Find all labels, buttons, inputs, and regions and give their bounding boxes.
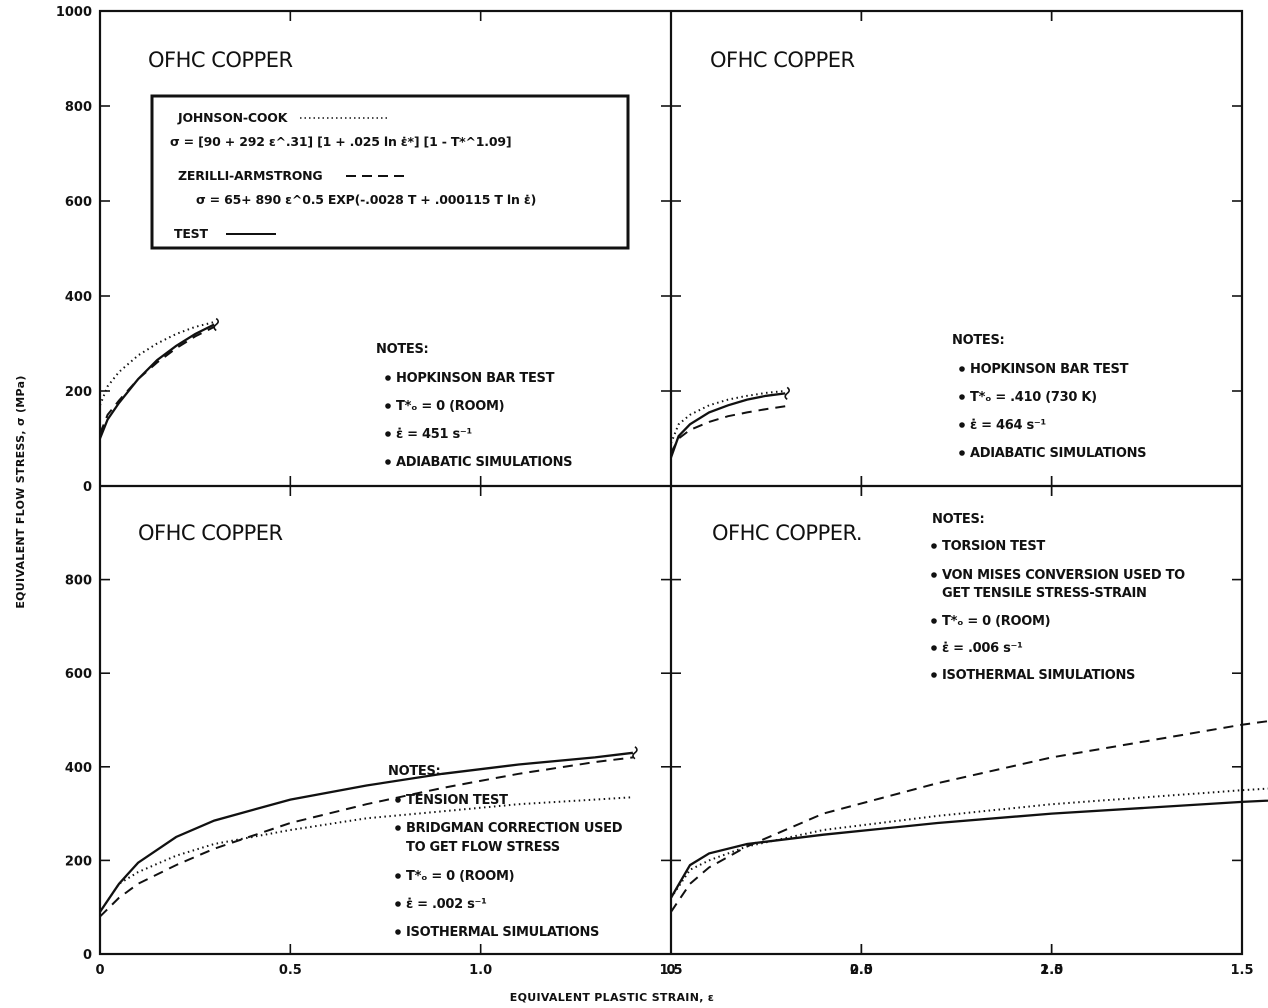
note-item: BRIDGMAN CORRECTION USED: [406, 821, 623, 836]
note-bullet: [959, 366, 965, 372]
legend-test-label: TEST: [174, 226, 208, 241]
note-item: ε̇ = 451 s⁻¹: [396, 427, 472, 442]
note-bullet: [931, 618, 937, 624]
note-item: ISOTHERMAL SIMULATIONS: [406, 925, 599, 940]
note-bullet: [931, 672, 937, 678]
note-bullet: [395, 929, 401, 935]
curve-end-mark: [632, 746, 638, 760]
x-tick-label: 1.5: [659, 963, 682, 978]
y-tick-label: 0: [83, 480, 92, 495]
note-item: TORSION TEST: [942, 539, 1045, 554]
panel-title-top-right: OFHC COPPER: [710, 48, 855, 72]
y-axis-label: EQUIVALENT FLOW STRESS, σ (MPa): [14, 375, 27, 608]
johnson-cook-curve: [99, 796, 633, 913]
tick-labels: 0 200 400 600 800 1000 0 200 400 600 800 0 0.5 1.0 1.5…: [56, 5, 1254, 978]
notes-top-right: NOTES: HOPKINSON BAR TEST T*ₒ = .410 (73…: [952, 333, 1147, 461]
x-tick-label: 1.5: [1230, 963, 1253, 978]
panel-title-bottom-left: OFHC COPPER: [138, 521, 283, 545]
legend-za-label: ZERILLI-ARMSTRONG: [178, 168, 323, 183]
test-curve: [669, 392, 786, 458]
panel-title-bottom-right: OFHC COPPER.: [712, 521, 862, 545]
note-bullet: [959, 422, 965, 428]
note-item: VON MISES CONVERSION USED TO: [942, 568, 1185, 583]
note-bullet: [385, 459, 391, 465]
note-item: ADIABATIC SIMULATIONS: [970, 446, 1146, 461]
test-curve: [99, 751, 634, 913]
x-tick-label: 0: [666, 963, 675, 978]
y-tick-label: 200: [65, 385, 92, 400]
y-tick-label: 0: [83, 948, 92, 963]
legend-box: [150, 94, 630, 250]
note-item: T*ₒ = 0 (ROOM): [942, 614, 1050, 629]
note-bullet: [385, 431, 391, 437]
note-item: GET TENSILE STRESS-STRAIN: [942, 586, 1147, 601]
note-item: ISOTHERMAL SIMULATIONS: [942, 668, 1135, 683]
notes-heading: NOTES:: [376, 342, 428, 357]
y-tick-label: 200: [65, 854, 92, 869]
zerilli-armstrong-curve: [670, 720, 1268, 913]
note-item: HOPKINSON BAR TEST: [396, 371, 555, 386]
notes-heading: NOTES:: [932, 512, 984, 527]
curve-end-mark: [213, 317, 219, 332]
notes-heading: NOTES:: [952, 333, 1004, 348]
y-tick-label: 400: [65, 761, 92, 776]
johnson-cook-curve: [670, 787, 1268, 899]
zerilli-armstrong-curve: [670, 405, 786, 454]
note-item: ADIABATIC SIMULATIONS: [396, 455, 572, 470]
legend-jc-label: JOHNSON-COOK: [177, 110, 289, 125]
note-bullet: [395, 825, 401, 831]
x-tick-label: 2.5: [1040, 963, 1063, 978]
note-item: ε̇ = .006 s⁻¹: [942, 641, 1022, 656]
x-tick-label: 0: [95, 963, 104, 978]
y-tick-label: 800: [65, 100, 92, 115]
note-item: T*ₒ = 0 (ROOM): [396, 399, 504, 414]
note-bullet: [959, 394, 965, 400]
y-tick-label: 1000: [56, 5, 92, 20]
note-item: HOPKINSON BAR TEST: [970, 362, 1129, 377]
curves: [98, 317, 1268, 918]
legend: JOHNSON-COOK σ = [90 + 292 ε^.31] [1 + .…: [150, 94, 630, 250]
note-item: ε̇ = 464 s⁻¹: [970, 418, 1046, 433]
y-tick-label: 600: [65, 667, 92, 682]
note-bullet: [395, 901, 401, 907]
test-curve: [98, 323, 215, 439]
tick-marks: [100, 11, 1243, 954]
note-bullet: [385, 375, 391, 381]
note-bullet: [931, 543, 937, 549]
note-bullet: [395, 797, 401, 803]
curve-end-mark: [784, 386, 790, 401]
x-axis-label: EQUIVALENT PLASTIC STRAIN, ε: [510, 991, 714, 1004]
notes-bottom-left: NOTES: TENSION TEST BRIDGMAN CORRECTION …: [388, 764, 623, 940]
notes-top-left: NOTES: HOPKINSON BAR TEST T*ₒ = 0 (ROOM)…: [376, 342, 573, 470]
x-tick-label: 1.0: [469, 963, 492, 978]
zerilli-armstrong-curve: [99, 326, 215, 435]
note-bullet: [931, 645, 937, 651]
notes-bottom-right: NOTES: TORSION TEST VON MISES CONVERSION…: [931, 512, 1185, 683]
note-item: ε̇ = .002 s⁻¹: [406, 897, 486, 912]
note-item: T*ₒ = 0 (ROOM): [406, 869, 514, 884]
note-item: T*ₒ = .410 (730 K): [970, 390, 1097, 405]
x-tick-label: 0.5: [279, 963, 302, 978]
x-tick-label: 2.0: [850, 963, 873, 978]
y-tick-label: 800: [65, 574, 92, 589]
note-bullet: [385, 403, 391, 409]
legend-jc-equation: σ = [90 + 292 ε^.31] [1 + .025 ln ε̇*] […: [170, 134, 511, 149]
zerilli-armstrong-curve: [99, 756, 634, 918]
legend-za-equation: σ = 65+ 890 ε^0.5 EXP(-.0028 T + .000115…: [196, 192, 536, 207]
note-bullet: [931, 572, 937, 578]
note-item: TENSION TEST: [406, 793, 508, 808]
note-item: TO GET FLOW STRESS: [406, 840, 560, 855]
y-tick-label: 400: [65, 290, 92, 305]
notes-heading: NOTES:: [388, 764, 440, 779]
note-bullet: [959, 450, 965, 456]
test-curve: [670, 799, 1268, 899]
panel-title-top-left: OFHC COPPER: [148, 48, 293, 72]
x-tick-label: 1.0: [1040, 963, 1063, 978]
y-tick-label: 600: [65, 195, 92, 210]
x-tick-label: 0.5: [850, 963, 873, 978]
note-bullet: [395, 873, 401, 879]
johnson-cook-curve: [99, 321, 215, 406]
